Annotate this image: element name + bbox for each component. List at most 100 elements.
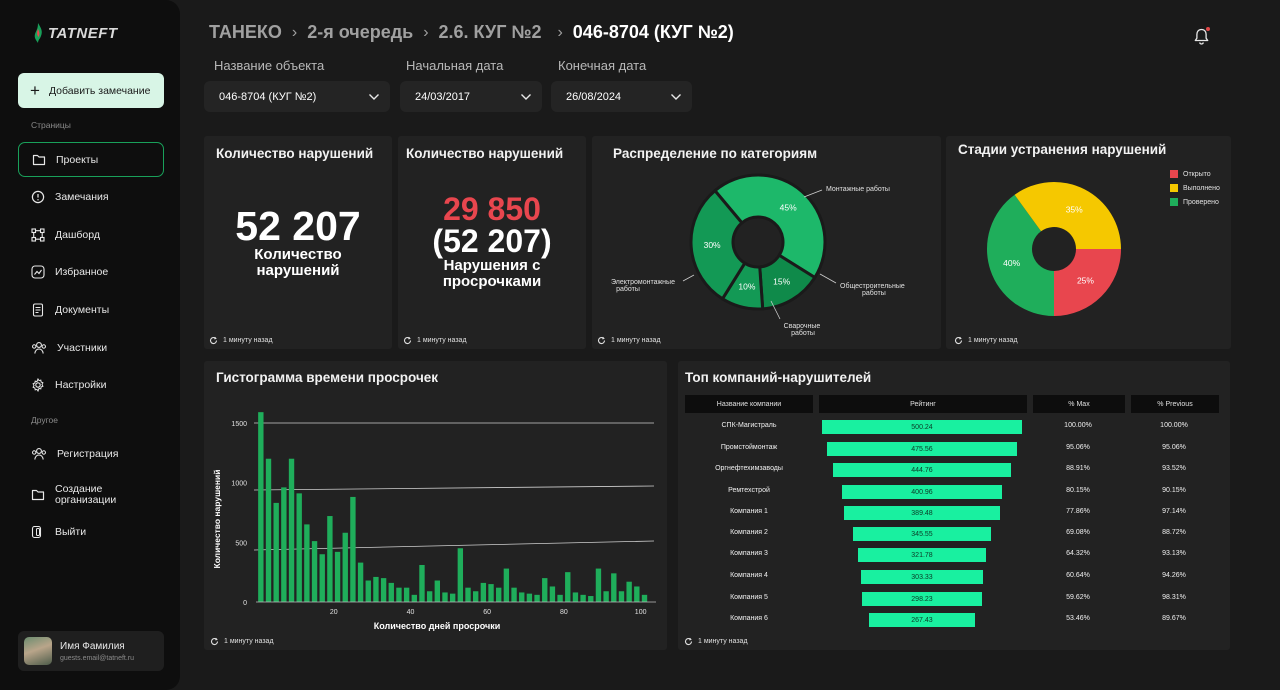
histogram-bar[interactable] [634, 586, 640, 602]
histogram-bar[interactable] [265, 458, 272, 602]
histogram-bar[interactable] [419, 564, 425, 602]
gear-icon [32, 377, 44, 392]
object-select[interactable]: 046-8704 (КУГ №2) [204, 81, 390, 112]
donut-slice[interactable] [1054, 249, 1121, 316]
histogram-bar[interactable] [396, 587, 402, 602]
pct-max-cell: 59.62% [1066, 594, 1090, 601]
updated-stamp: 1 минуту назад [684, 637, 748, 646]
company-name-cell: Ремтехстрой [728, 487, 770, 494]
add-remark-button[interactable]: + Добавить замечание [18, 73, 164, 108]
histogram-bar[interactable] [472, 591, 479, 602]
sidebar-item-create-org[interactable]: Создание организации [18, 476, 164, 514]
rating-bar[interactable]: 321.78 [857, 548, 987, 562]
histogram-bar[interactable] [281, 487, 287, 602]
histogram-bar[interactable] [350, 496, 356, 602]
histogram-bar[interactable] [334, 551, 341, 602]
histogram-bar[interactable] [496, 587, 502, 602]
section-pages-label: Страницы [31, 120, 71, 130]
histogram-bar[interactable] [411, 594, 417, 602]
histogram-bar[interactable] [611, 573, 617, 602]
histogram-bar[interactable] [434, 580, 441, 602]
histogram-bar[interactable] [641, 594, 648, 602]
sidebar-item-settings[interactable]: Настройки [18, 367, 164, 402]
column-header-rating[interactable]: Рейтинг [819, 395, 1027, 413]
end-date-select[interactable]: 26/08/2024 [551, 81, 692, 112]
rating-bar[interactable]: 389.48 [844, 506, 1000, 520]
histogram-bar[interactable] [465, 587, 471, 602]
rating-bar[interactable]: 345.55 [852, 527, 992, 541]
column-header-pct-max[interactable]: % Max [1033, 395, 1125, 413]
sidebar-item-label: Проекты [56, 153, 99, 166]
histogram-bar[interactable] [618, 591, 625, 602]
rating-bar[interactable]: 475.56 [826, 442, 1018, 456]
start-date-select[interactable]: 24/03/2017 [400, 81, 542, 112]
kpi-total-label-line: Количество [254, 246, 342, 263]
histogram-bar[interactable] [603, 591, 609, 602]
histogram-bar[interactable] [373, 576, 379, 602]
histogram-bar[interactable] [557, 594, 563, 602]
histogram-bar[interactable] [449, 593, 456, 602]
sidebar-item-logout[interactable]: Выйти [18, 514, 164, 549]
pct-max-cell: 64.32% [1066, 550, 1090, 557]
histogram-bar[interactable] [388, 582, 394, 602]
rating-bar[interactable]: 500.24 [822, 420, 1022, 434]
donut-slice[interactable] [1014, 182, 1121, 249]
rating-bar[interactable]: 444.76 [833, 463, 1011, 477]
histogram-bar[interactable] [380, 578, 387, 602]
rating-bar[interactable]: 400.96 [841, 485, 1003, 499]
histogram-bar[interactable] [457, 548, 464, 602]
histogram-bar[interactable] [511, 587, 517, 602]
histogram-bar[interactable] [442, 592, 448, 602]
sidebar-item-remarks[interactable]: Замечания [18, 179, 164, 214]
histogram-bar[interactable] [588, 596, 594, 602]
sidebar-item-projects[interactable]: Проекты [18, 142, 164, 177]
donut-slice[interactable] [689, 188, 747, 301]
x-tick-label: 80 [560, 609, 568, 616]
histogram-bar[interactable] [342, 532, 348, 602]
histogram-bar[interactable] [311, 541, 318, 602]
histogram-bar[interactable] [365, 580, 371, 602]
histogram-bar[interactable] [549, 586, 556, 602]
histogram-bar[interactable] [357, 562, 364, 602]
rating-bar[interactable]: 298.23 [862, 592, 982, 606]
histogram-bar[interactable] [526, 593, 533, 602]
histogram-bar[interactable] [426, 591, 433, 602]
rating-bar[interactable]: 267.43 [868, 613, 976, 627]
histogram-bar[interactable] [519, 592, 525, 602]
histogram-bar[interactable] [403, 587, 410, 602]
bell-icon[interactable] [1193, 27, 1210, 46]
histogram-bar[interactable] [288, 458, 295, 602]
histogram-bar[interactable] [565, 572, 571, 602]
histogram-bar[interactable] [319, 554, 325, 602]
user-card[interactable]: Имя Фамилия guests.email@tatneft.ru [18, 631, 164, 671]
sidebar-item-participants[interactable]: Участники [18, 330, 164, 365]
histogram-bar[interactable] [534, 594, 540, 602]
breadcrumb-item[interactable]: 2-я очередь [307, 22, 414, 42]
breadcrumb-item[interactable]: 2.6. КУГ №2 [438, 22, 542, 42]
sidebar-item-registration[interactable]: Регистрация [18, 436, 164, 471]
histogram-bar[interactable] [542, 578, 548, 602]
brand-logo[interactable]: TATNEFT [32, 22, 118, 44]
histogram-bar[interactable] [273, 502, 279, 602]
sidebar-item-favorites[interactable]: Избранное [18, 254, 164, 289]
rating-bar[interactable]: 303.33 [861, 570, 983, 584]
histogram-bar[interactable] [304, 524, 310, 602]
histogram-bar[interactable] [580, 594, 586, 602]
histogram-bar[interactable] [488, 584, 494, 602]
donut-slice[interactable] [987, 194, 1054, 316]
pct-max-cell: 77.86% [1066, 508, 1090, 515]
histogram-bar[interactable] [327, 516, 333, 602]
sidebar-item-documents[interactable]: Документы [18, 292, 164, 327]
histogram-bar[interactable] [258, 412, 264, 602]
column-header-pct-prev[interactable]: % Previous [1131, 395, 1219, 413]
column-header-company[interactable]: Название компании [685, 395, 813, 413]
breadcrumb-item[interactable]: ТАНЕКО [209, 22, 282, 42]
histogram-bar[interactable] [296, 493, 302, 602]
donut-slice[interactable] [712, 173, 827, 280]
histogram-bar[interactable] [480, 582, 487, 602]
histogram-bar[interactable] [626, 581, 632, 602]
sidebar-item-dashboard[interactable]: Дашборд [18, 217, 164, 252]
histogram-bar[interactable] [572, 592, 579, 602]
histogram-bar[interactable] [503, 568, 510, 602]
histogram-bar[interactable] [595, 568, 602, 602]
